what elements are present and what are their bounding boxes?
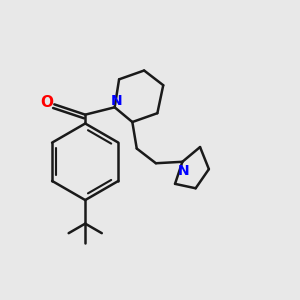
Text: O: O xyxy=(40,95,53,110)
Text: N: N xyxy=(110,94,122,108)
Text: N: N xyxy=(178,164,189,178)
